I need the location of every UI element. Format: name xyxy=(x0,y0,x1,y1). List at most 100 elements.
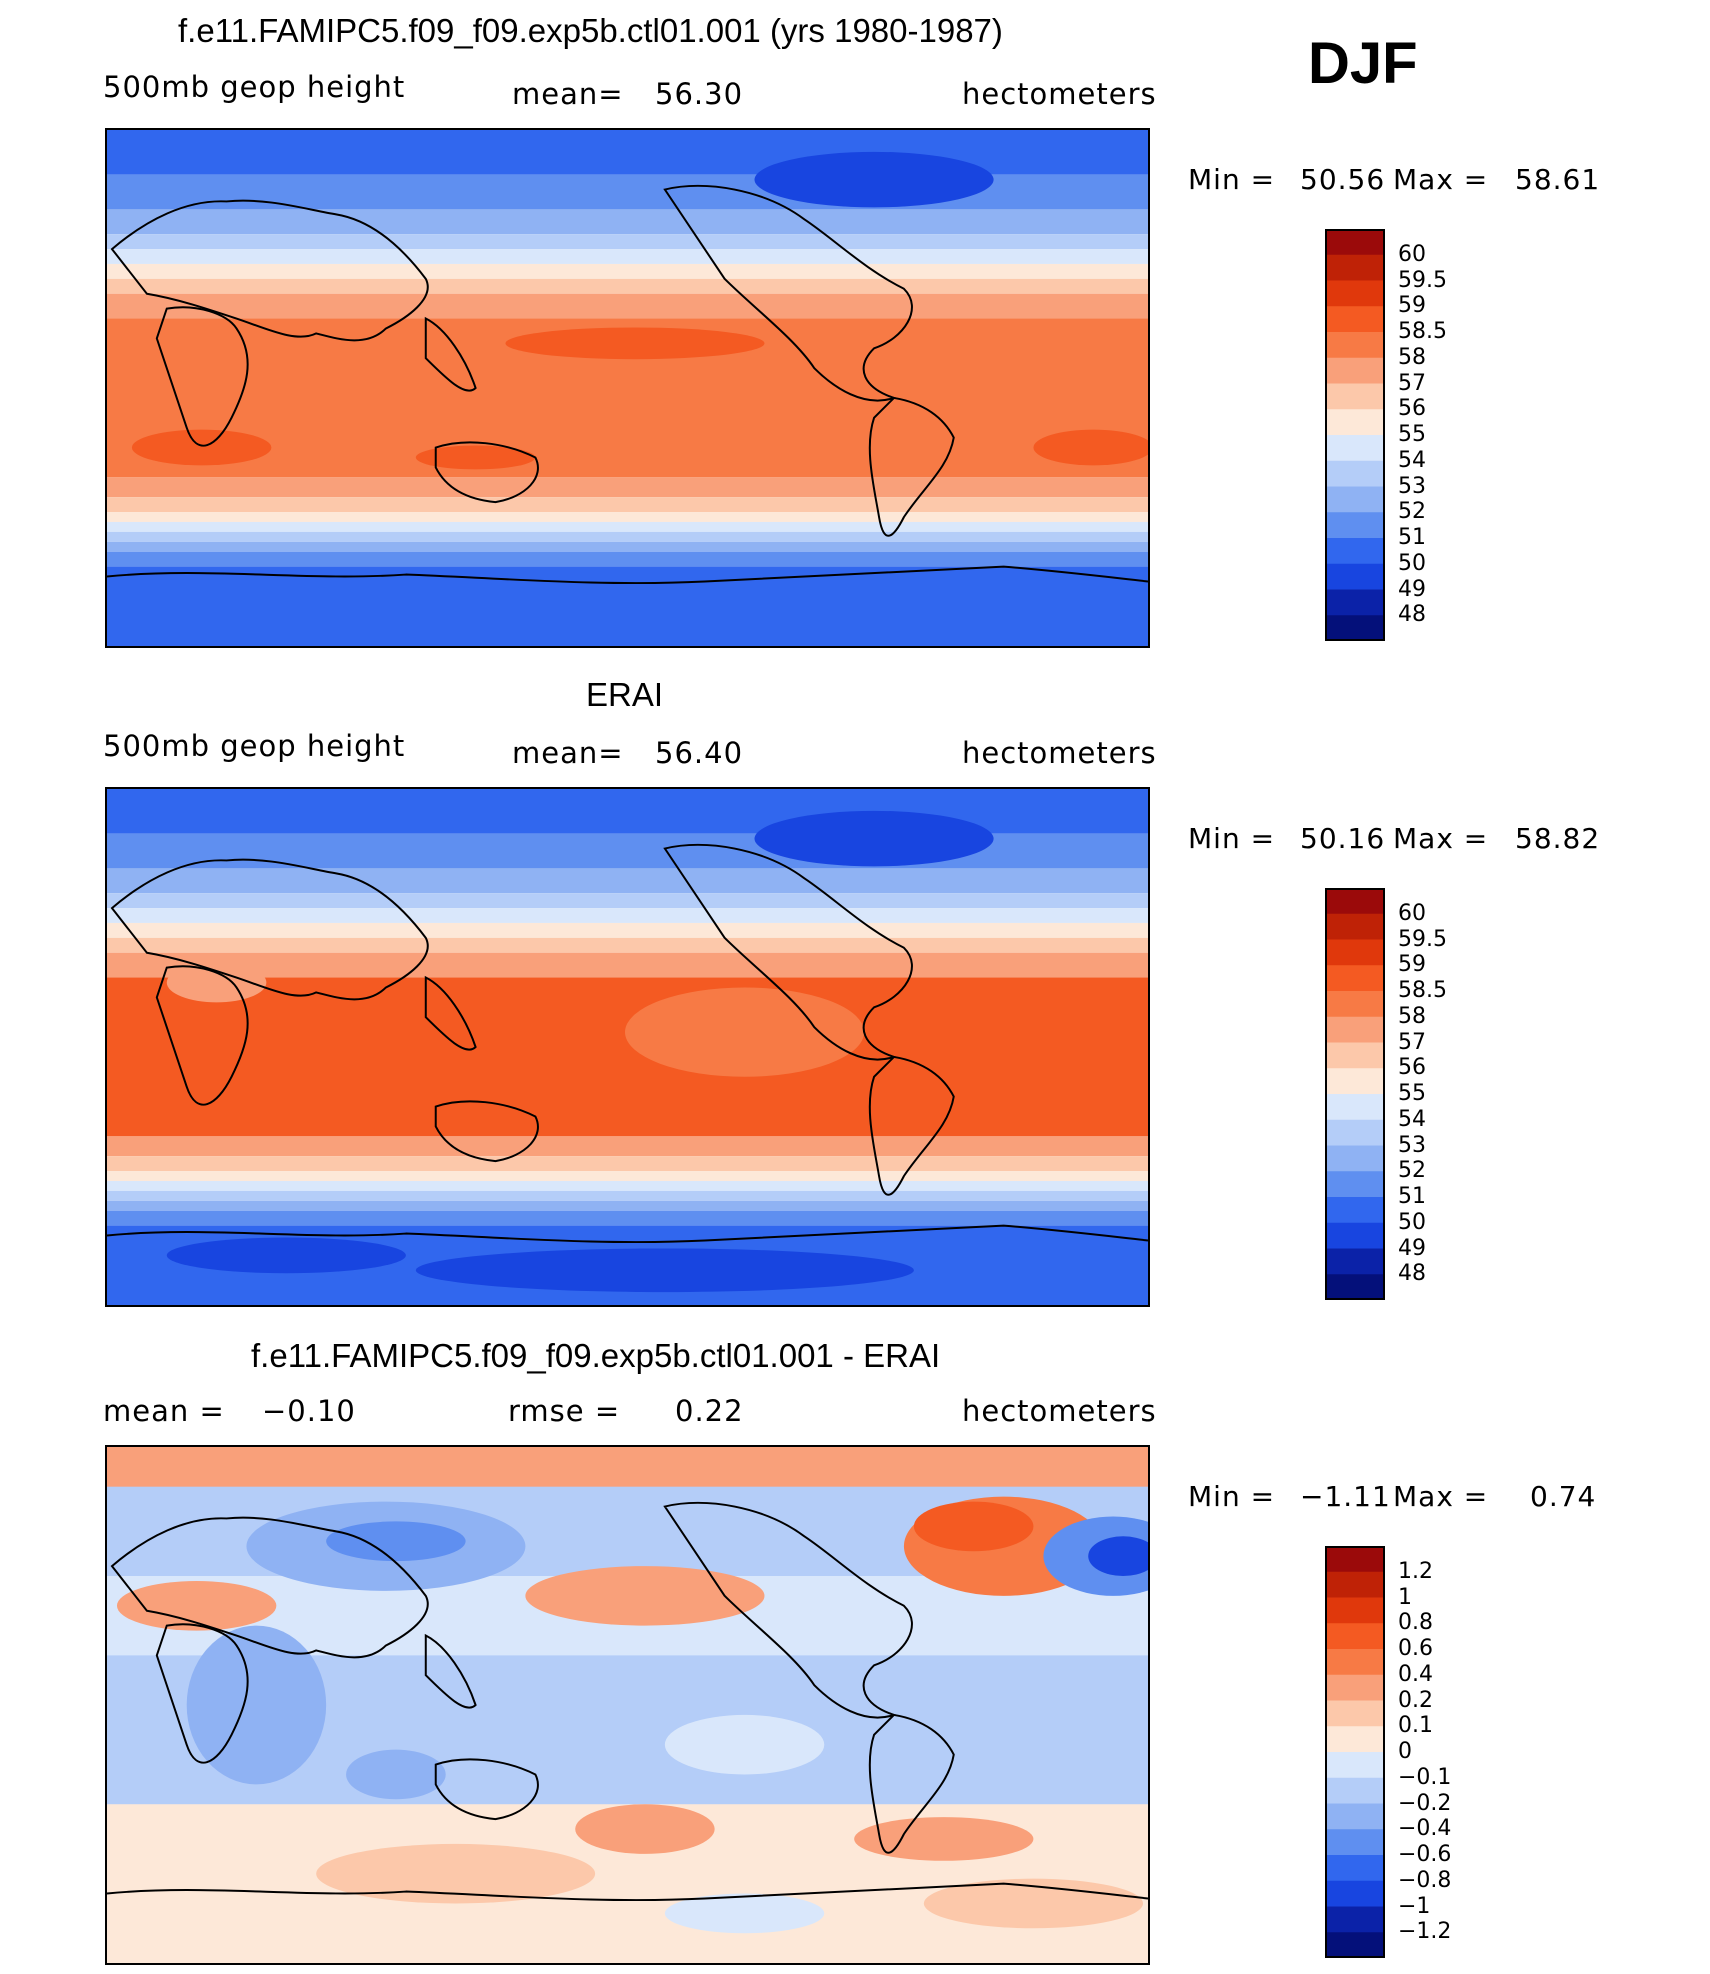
colorbar-swatch xyxy=(1326,1700,1384,1727)
panel2-mean-label: mean= xyxy=(512,736,624,770)
contour-band xyxy=(107,908,1148,923)
panel3-contour-field xyxy=(107,1447,1148,1963)
colorbar-tick-label: 0.4 xyxy=(1398,1661,1433,1687)
contour-band xyxy=(107,209,1148,235)
coastline xyxy=(110,1516,429,1659)
coastline xyxy=(155,306,249,447)
colorbar-tick-label: 0 xyxy=(1398,1739,1412,1764)
colorbar-swatch xyxy=(1326,332,1384,359)
panel3-max-value: 0.74 xyxy=(1530,1480,1597,1513)
colorbar-tick-label: 59 xyxy=(1398,293,1426,319)
colorbar-swatch xyxy=(1326,1726,1384,1753)
panel3-max-label: Max = xyxy=(1393,1480,1489,1513)
contour-band xyxy=(107,922,1148,938)
colorbar-tick-label: 48 xyxy=(1398,602,1426,628)
colorbar-tick-label: 56 xyxy=(1398,396,1426,422)
contour-anomaly xyxy=(131,429,272,466)
coastline xyxy=(424,316,477,392)
colorbar-tick-label: 53 xyxy=(1398,473,1426,499)
colorbar-tick-label: 60 xyxy=(1398,900,1426,926)
panel2-max-label: Max = xyxy=(1393,822,1489,855)
colorbar-swatch xyxy=(1326,1623,1384,1650)
contour-anomaly xyxy=(346,1749,446,1800)
coastline xyxy=(155,1623,249,1764)
panel2-colorbar xyxy=(1325,888,1385,1300)
panel3-mean-label: mean = xyxy=(103,1394,225,1428)
panel2-title: ERAI xyxy=(586,676,664,713)
contour-anomaly xyxy=(664,1714,825,1775)
colorbar-tick-label: 58 xyxy=(1398,344,1426,370)
panel2-min-label: Min = xyxy=(1188,822,1276,855)
panel1-mean-label: mean= xyxy=(512,77,624,111)
contour-anomaly xyxy=(1033,429,1148,466)
colorbar-swatch xyxy=(1326,538,1384,565)
contour-anomaly xyxy=(415,1248,914,1293)
contour-band xyxy=(107,293,1148,319)
contour-anomaly xyxy=(166,962,267,1003)
panel3-rmse-label: rmse = xyxy=(508,1394,621,1428)
coastline xyxy=(868,396,955,537)
colorbar-swatch xyxy=(1326,254,1384,281)
contour-band xyxy=(107,1210,1148,1226)
coastline xyxy=(110,199,429,342)
colorbar-tick-label: 60 xyxy=(1398,241,1426,267)
colorbar-swatch xyxy=(1326,1016,1384,1043)
contour-band xyxy=(107,1200,1148,1211)
colorbar-tick-label: 59.5 xyxy=(1398,267,1447,293)
colorbar-swatch xyxy=(1326,1674,1384,1701)
panel1-max-label: Max = xyxy=(1393,163,1489,196)
colorbar-frame xyxy=(1325,229,1385,641)
colorbar-swatch xyxy=(1326,229,1384,256)
panel2-colorbar-swatches xyxy=(1325,888,1385,1300)
coastline xyxy=(155,965,249,1106)
colorbar-tick-label: −1.2 xyxy=(1398,1919,1452,1945)
contour-band xyxy=(107,1136,1148,1157)
coastline xyxy=(107,1882,1148,1902)
colorbar-swatch xyxy=(1326,1197,1384,1224)
panel1-map xyxy=(105,128,1150,648)
colorbar-swatch xyxy=(1326,965,1384,992)
colorbar-swatch xyxy=(1326,486,1384,513)
contour-anomaly xyxy=(854,1817,1034,1861)
panel1-min-value: 50.56 xyxy=(1300,163,1386,196)
colorbar-tick-label: 56 xyxy=(1398,1055,1426,1081)
colorbar-swatch xyxy=(1326,1042,1384,1069)
panel1-colorbar xyxy=(1325,229,1385,641)
colorbar-swatch xyxy=(1326,589,1384,616)
colorbar-swatch xyxy=(1326,383,1384,410)
colorbar-swatch xyxy=(1326,1145,1384,1172)
colorbar-tick-label: −0.6 xyxy=(1398,1842,1452,1867)
coastline xyxy=(663,843,913,1061)
contour-band xyxy=(107,234,1148,250)
panel2-variable-label: 500mb geop height xyxy=(103,729,406,763)
colorbar-swatch xyxy=(1326,1597,1384,1624)
contour-band xyxy=(107,249,1148,264)
colorbar-swatch xyxy=(1326,1274,1384,1300)
panel3-title: f.e11.FAMIPC5.f09_f09.exp5b.ctl01.001 - … xyxy=(251,1337,941,1374)
panel3-min-label: Min = xyxy=(1188,1480,1276,1513)
colorbar-swatch xyxy=(1326,1094,1384,1121)
panel1-contour-field xyxy=(107,130,1148,646)
colorbar-tick-label: 51 xyxy=(1398,525,1426,550)
colorbar-swatch xyxy=(1326,563,1384,590)
contour-band xyxy=(107,937,1148,953)
panel1-colorbar-swatches xyxy=(1325,229,1385,641)
colorbar-tick-label: 55 xyxy=(1398,422,1426,447)
colorbar-tick-label: 58.5 xyxy=(1398,319,1447,344)
coastline xyxy=(107,1224,1148,1244)
coastline xyxy=(110,858,429,1001)
contour-band xyxy=(107,893,1148,909)
panel1-mean-value: 56.30 xyxy=(655,77,744,111)
contour-anomaly xyxy=(186,1625,327,1785)
colorbar-swatch xyxy=(1326,991,1384,1018)
colorbar-swatch xyxy=(1326,409,1384,436)
colorbar-tick-label: 50 xyxy=(1398,550,1426,576)
colorbar-tick-label: 57 xyxy=(1398,370,1426,396)
contour-band xyxy=(107,952,1148,978)
colorbar-swatch xyxy=(1326,357,1384,384)
contour-anomaly xyxy=(754,810,994,867)
coastline xyxy=(868,1055,955,1196)
colorbar-swatch xyxy=(1326,1906,1384,1933)
contour-band xyxy=(107,130,1148,175)
contour-band xyxy=(107,263,1148,279)
